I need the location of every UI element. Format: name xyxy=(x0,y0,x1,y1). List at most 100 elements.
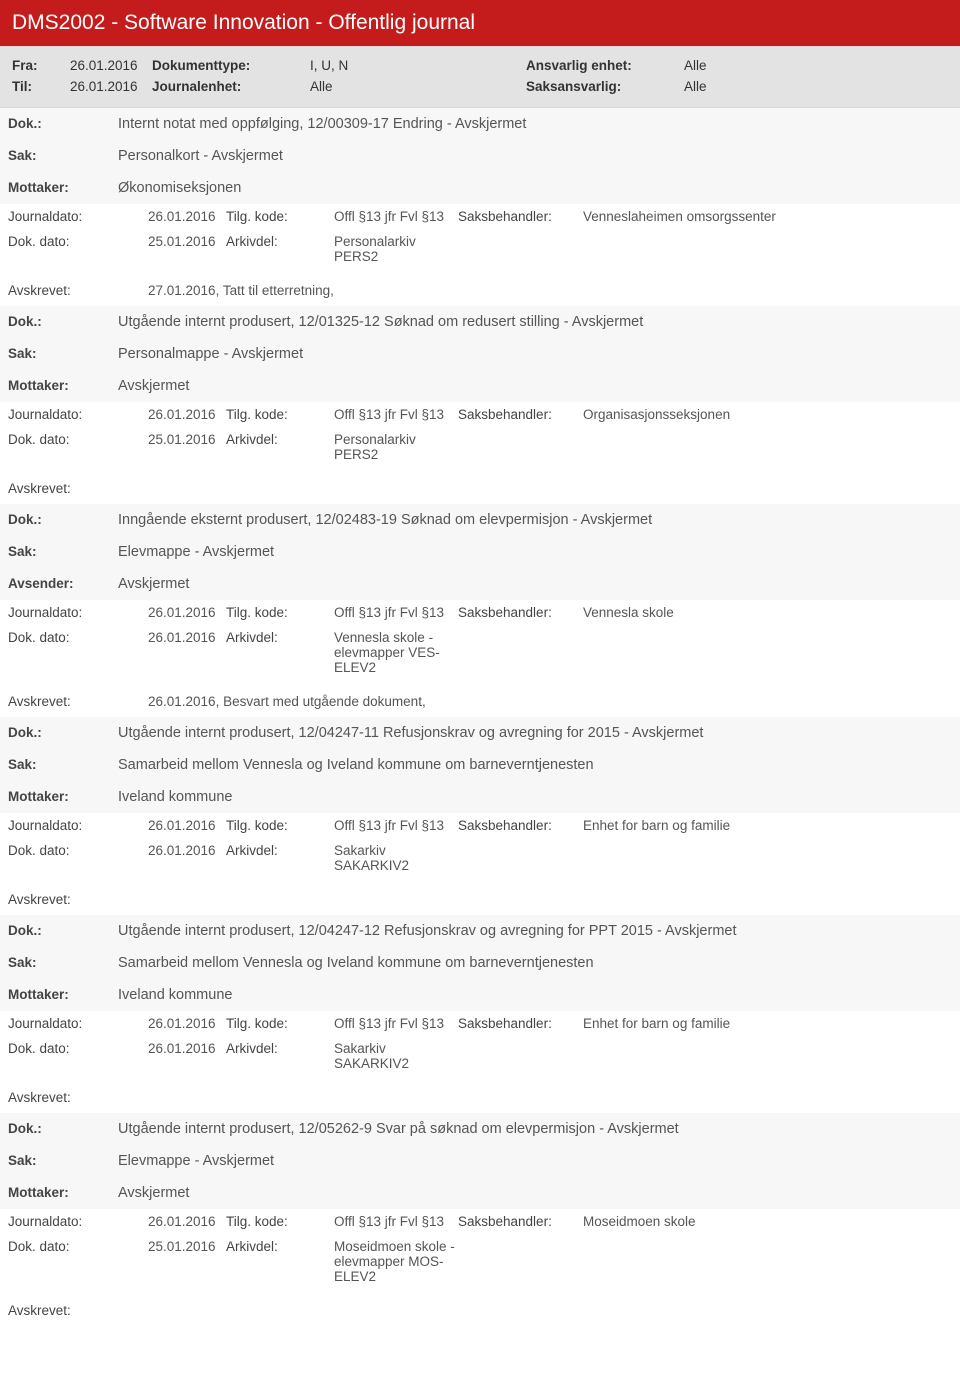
til-label: Til: xyxy=(12,79,70,94)
party-value: Iveland kommune xyxy=(118,987,232,1003)
journaldato-label: Journaldato: xyxy=(8,818,118,833)
journal-entry: Dok.: Utgående internt produsert, 12/042… xyxy=(0,915,960,1113)
page-title-bar: DMS2002 - Software Innovation - Offentli… xyxy=(0,0,960,46)
avskrevet-row: Avskrevet: xyxy=(0,1289,960,1326)
saksbehandler-label: Saksbehandler: xyxy=(458,407,583,422)
tilgkode-value: Offl §13 jfr Fvl §13 xyxy=(334,209,458,224)
tilgkode-label: Tilg. kode: xyxy=(216,209,334,224)
dok-value: Utgående internt produsert, 12/05262-9 S… xyxy=(118,1121,679,1137)
saksbehandler-value: Enhet for barn og familie xyxy=(583,818,730,833)
saksbehandler-value: Enhet for barn og familie xyxy=(583,1016,730,1031)
journaldato-row: Journaldato: 26.01.2016 Tilg. kode: Offl… xyxy=(0,600,960,625)
sak-value: Personalkort - Avskjermet xyxy=(118,148,283,164)
party-row: Avsender: Avskjermet xyxy=(0,568,960,600)
dokdato-row: Dok. dato: 25.01.2016 Arkivdel: Personal… xyxy=(0,427,960,467)
avskrevet-row: Avskrevet: xyxy=(0,878,960,915)
saksbehandler-label: Saksbehandler: xyxy=(458,209,583,224)
party-row: Mottaker: Iveland kommune xyxy=(0,979,960,1011)
tilgkode-label: Tilg. kode: xyxy=(216,818,334,833)
journaldato-value: 26.01.2016 xyxy=(118,818,216,833)
doktype-value: I, U, N xyxy=(310,58,526,73)
saksansvarlig-value: Alle xyxy=(684,79,707,94)
journaldato-value: 26.01.2016 xyxy=(118,1214,216,1229)
avskrevet-label: Avskrevet: xyxy=(8,1090,118,1105)
tilgkode-label: Tilg. kode: xyxy=(216,407,334,422)
journalenhet-value: Alle xyxy=(310,79,526,94)
dokdato-value: 25.01.2016 xyxy=(118,432,216,447)
party-row: Mottaker: Økonomiseksjonen xyxy=(0,172,960,204)
party-label: Mottaker: xyxy=(8,378,118,394)
party-value: Avskjermet xyxy=(118,378,189,394)
sak-value: Samarbeid mellom Vennesla og Iveland kom… xyxy=(118,955,594,971)
journaldato-label: Journaldato: xyxy=(8,209,118,224)
journaldato-label: Journaldato: xyxy=(8,1016,118,1031)
dok-label: Dok.: xyxy=(8,512,118,528)
dokdato-value: 25.01.2016 xyxy=(118,1239,216,1254)
saksbehandler-value: Vennesla skole xyxy=(583,605,674,620)
tilgkode-value: Offl §13 jfr Fvl §13 xyxy=(334,407,458,422)
dokdato-label: Dok. dato: xyxy=(8,234,118,249)
journaldato-label: Journaldato: xyxy=(8,605,118,620)
arkivdel-value: Personalarkiv PERS2 xyxy=(334,234,458,264)
sak-label: Sak: xyxy=(8,544,118,560)
dokdato-row: Dok. dato: 26.01.2016 Arkivdel: Vennesla… xyxy=(0,625,960,680)
dok-value: Utgående internt produsert, 12/04247-11 … xyxy=(118,725,703,741)
journaldato-value: 26.01.2016 xyxy=(118,1016,216,1031)
sak-row: Sak: Personalmappe - Avskjermet xyxy=(0,338,960,370)
saksbehandler-value: Moseidmoen skole xyxy=(583,1214,696,1229)
arkivdel-value: Vennesla skole - elevmapper VES-ELEV2 xyxy=(334,630,458,675)
dokdato-row: Dok. dato: 26.01.2016 Arkivdel: Sakarkiv… xyxy=(0,1036,960,1076)
arkivdel-label: Arkivdel: xyxy=(216,432,334,447)
sak-value: Samarbeid mellom Vennesla og Iveland kom… xyxy=(118,757,594,773)
journal-entry: Dok.: Internt notat med oppfølging, 12/0… xyxy=(0,108,960,306)
sak-row: Sak: Personalkort - Avskjermet xyxy=(0,140,960,172)
saksbehandler-label: Saksbehandler: xyxy=(458,1214,583,1229)
dokdato-label: Dok. dato: xyxy=(8,1041,118,1056)
ansvarlig-value: Alle xyxy=(684,58,707,73)
arkivdel-label: Arkivdel: xyxy=(216,630,334,645)
tilgkode-value: Offl §13 jfr Fvl §13 xyxy=(334,1214,458,1229)
tilgkode-label: Tilg. kode: xyxy=(216,1016,334,1031)
dok-label: Dok.: xyxy=(8,314,118,330)
dokdato-label: Dok. dato: xyxy=(8,432,118,447)
journal-entry: Dok.: Utgående internt produsert, 12/052… xyxy=(0,1113,960,1326)
arkivdel-label: Arkivdel: xyxy=(216,234,334,249)
tilgkode-label: Tilg. kode: xyxy=(216,605,334,620)
party-value: Avskjermet xyxy=(118,1185,189,1201)
sak-value: Elevmappe - Avskjermet xyxy=(118,1153,274,1169)
ansvarlig-label: Ansvarlig enhet: xyxy=(526,58,684,73)
party-value: Økonomiseksjonen xyxy=(118,180,241,196)
tilgkode-value: Offl §13 jfr Fvl §13 xyxy=(334,818,458,833)
avskrevet-row: Avskrevet: 26.01.2016, Besvart med utgåe… xyxy=(0,680,960,717)
arkivdel-value: Sakarkiv SAKARKIV2 xyxy=(334,1041,458,1071)
dokdato-label: Dok. dato: xyxy=(8,630,118,645)
avskrevet-label: Avskrevet: xyxy=(8,1303,118,1318)
dok-row: Dok.: Utgående internt produsert, 12/052… xyxy=(0,1113,960,1145)
journalenhet-label: Journalenhet: xyxy=(152,79,310,94)
filter-row-1: Fra: 26.01.2016 Dokumenttype: I, U, N An… xyxy=(12,55,948,76)
sak-label: Sak: xyxy=(8,955,118,971)
saksbehandler-value: Organisasjonsseksjonen xyxy=(583,407,730,422)
journaldato-row: Journaldato: 26.01.2016 Tilg. kode: Offl… xyxy=(0,204,960,229)
avskrevet-label: Avskrevet: xyxy=(8,892,118,907)
sak-label: Sak: xyxy=(8,346,118,362)
dok-label: Dok.: xyxy=(8,116,118,132)
dokdato-value: 25.01.2016 xyxy=(118,234,216,249)
party-row: Mottaker: Iveland kommune xyxy=(0,781,960,813)
dok-label: Dok.: xyxy=(8,725,118,741)
tilgkode-label: Tilg. kode: xyxy=(216,1214,334,1229)
party-label: Avsender: xyxy=(8,576,118,592)
saksbehandler-label: Saksbehandler: xyxy=(458,818,583,833)
avskrevet-row: Avskrevet: xyxy=(0,1076,960,1113)
filter-bar: Fra: 26.01.2016 Dokumenttype: I, U, N An… xyxy=(0,46,960,108)
arkivdel-label: Arkivdel: xyxy=(216,1041,334,1056)
dok-row: Dok.: Internt notat med oppfølging, 12/0… xyxy=(0,108,960,140)
dok-row: Dok.: Utgående internt produsert, 12/013… xyxy=(0,306,960,338)
dokdato-row: Dok. dato: 25.01.2016 Arkivdel: Moseidmo… xyxy=(0,1234,960,1289)
saksbehandler-label: Saksbehandler: xyxy=(458,1016,583,1031)
journaldato-row: Journaldato: 26.01.2016 Tilg. kode: Offl… xyxy=(0,1209,960,1234)
dokdato-row: Dok. dato: 25.01.2016 Arkivdel: Personal… xyxy=(0,229,960,269)
journaldato-row: Journaldato: 26.01.2016 Tilg. kode: Offl… xyxy=(0,813,960,838)
sak-row: Sak: Elevmappe - Avskjermet xyxy=(0,1145,960,1177)
party-value: Iveland kommune xyxy=(118,789,232,805)
